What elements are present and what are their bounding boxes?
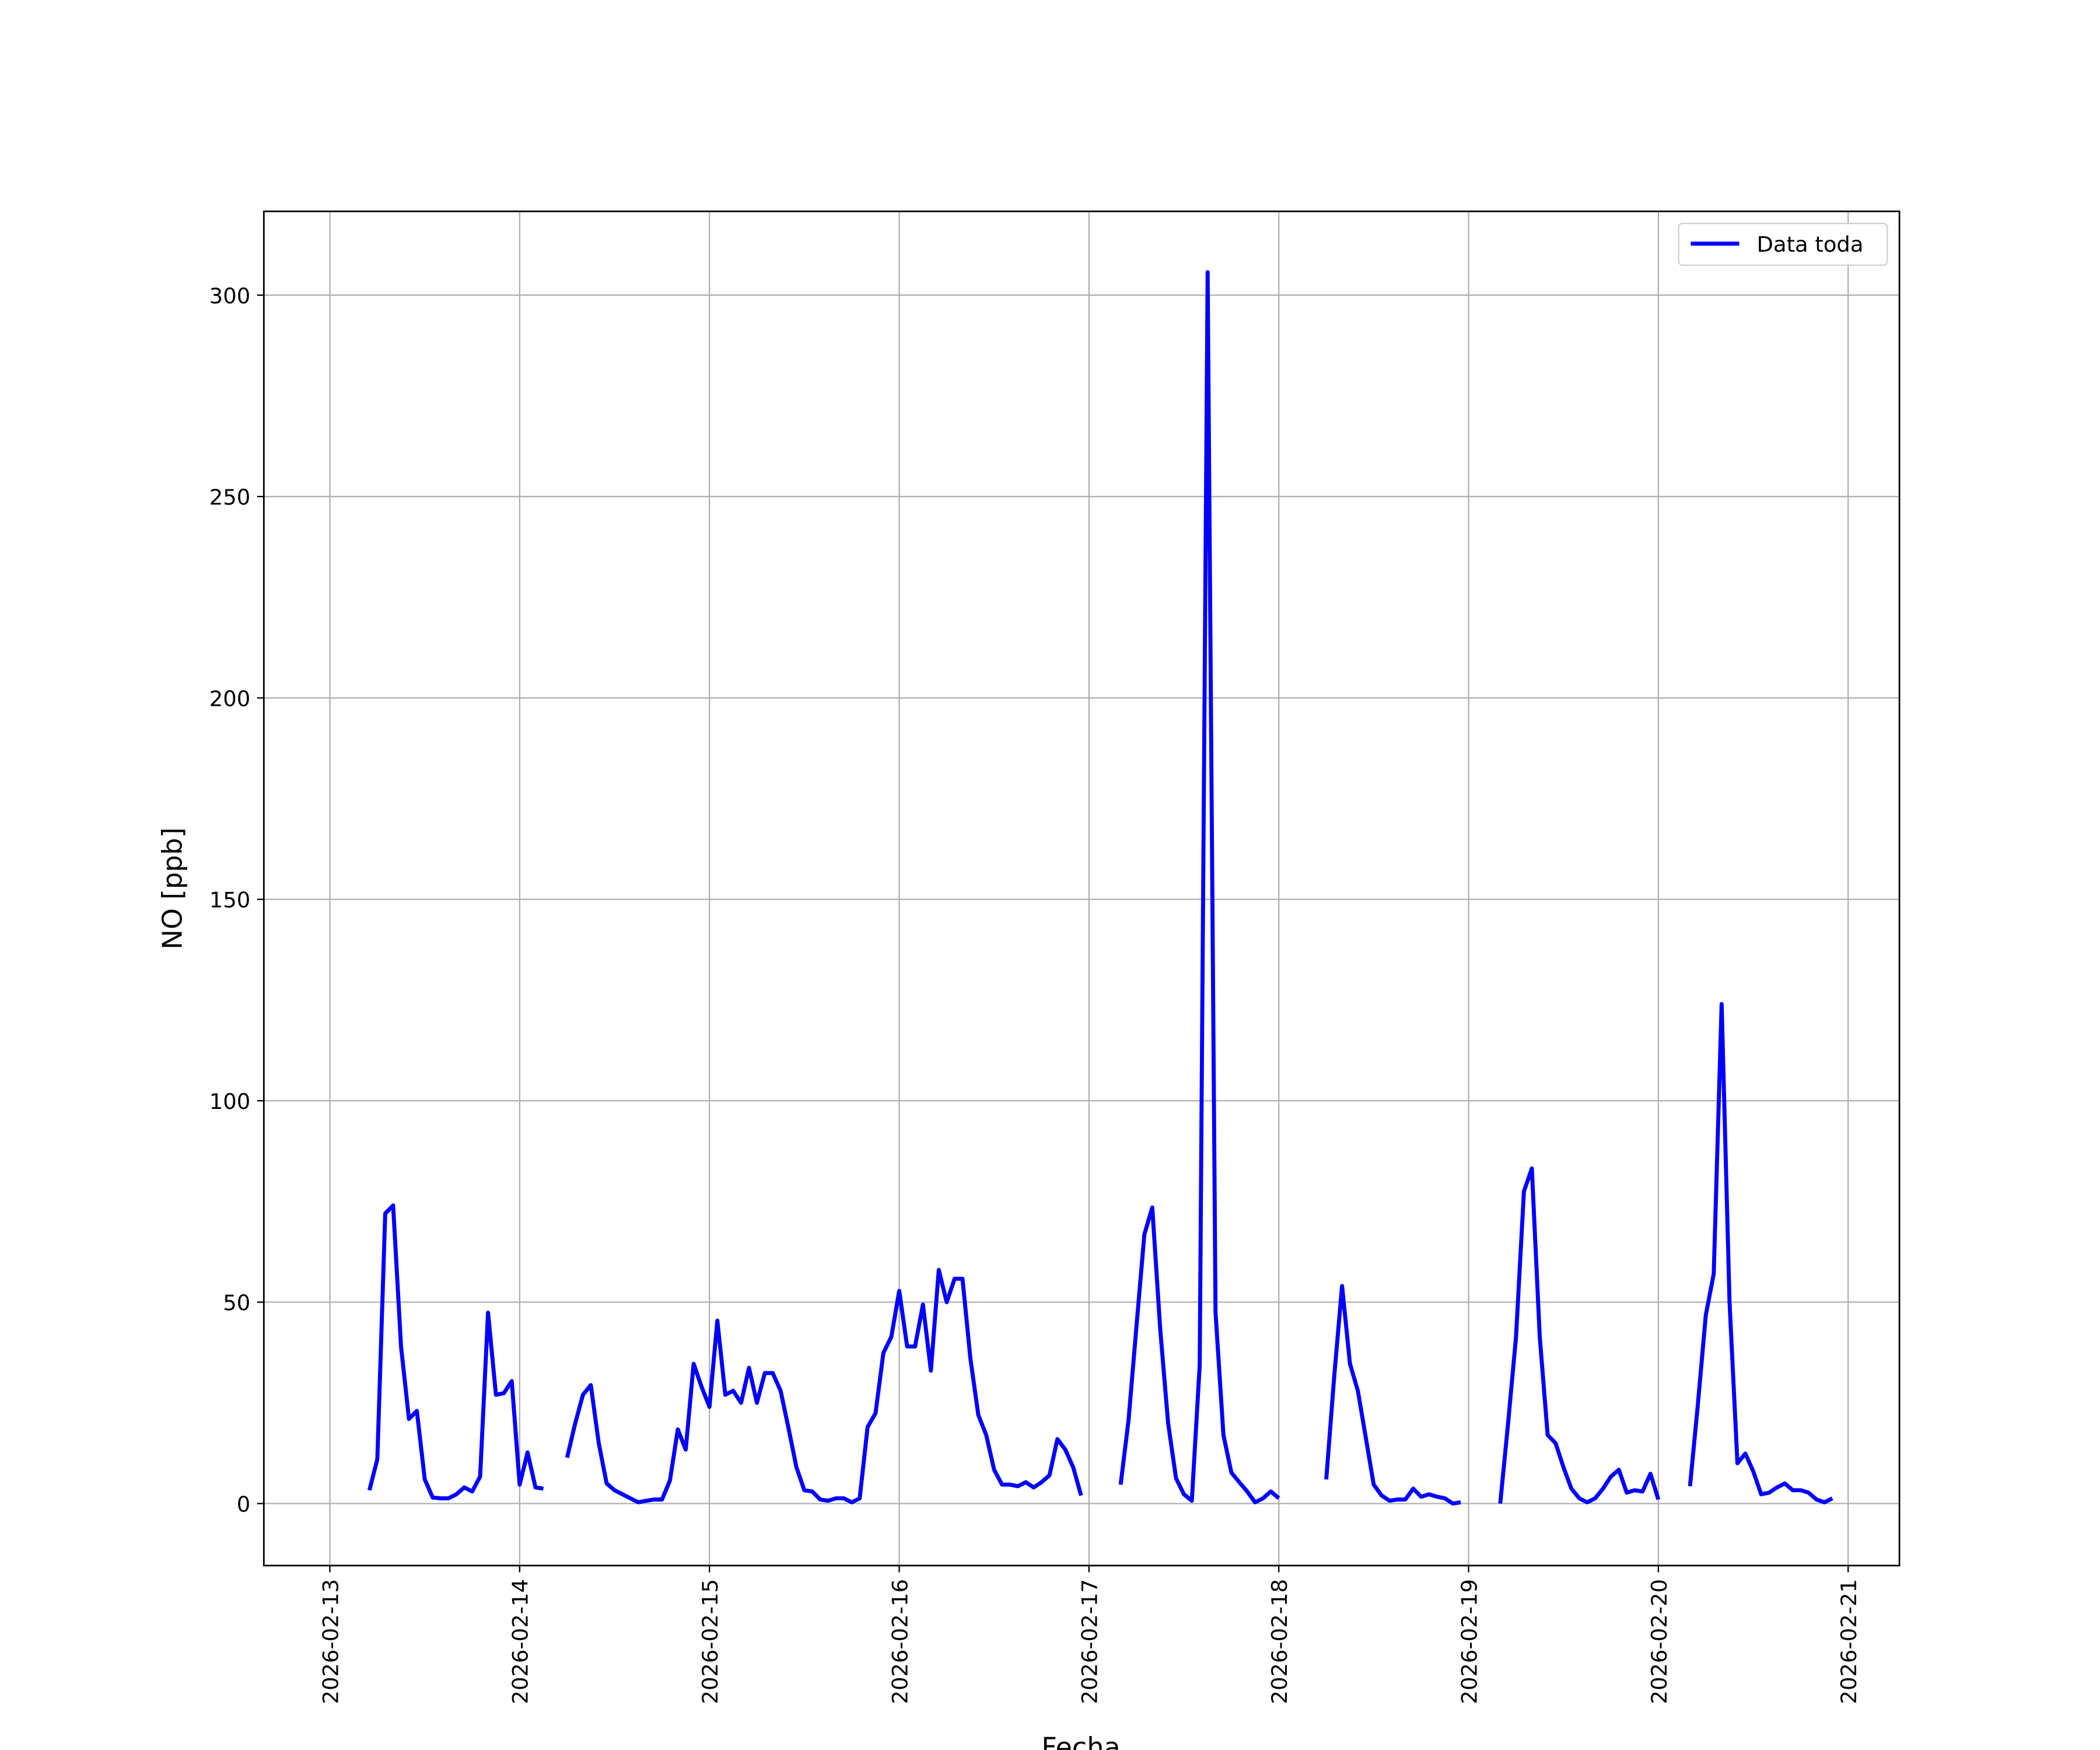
legend-label: Data toda [1757,232,1864,257]
x-tick-label: 2026-02-17 [1077,1579,1102,1704]
y-tick-label: 0 [237,1492,250,1517]
data-line [367,270,1833,1506]
y-tick-label: 200 [209,686,250,711]
x-tick-label: 2026-02-16 [887,1579,912,1704]
x-tick-label: 2026-02-18 [1267,1579,1292,1704]
legend-box [1678,222,1888,266]
y-tick-label: 250 [209,485,250,510]
y-tick-label: 300 [209,284,250,309]
x-tick-label: 2026-02-15 [698,1579,723,1704]
x-tick-label: 2026-02-20 [1647,1579,1672,1704]
x-axis-label: Fecha [1041,1732,1120,1750]
x-tick-label: 2026-02-14 [508,1579,533,1704]
y-axis-label: NO [ppb] [157,827,188,949]
x-tick-label: 2026-02-13 [318,1579,343,1704]
y-tick-label: 50 [223,1290,250,1315]
y-tick-label: 100 [209,1089,250,1114]
x-tick-label: 2026-02-19 [1457,1579,1482,1704]
plot-frame [262,210,1901,1567]
x-tick-label: 2026-02-21 [1836,1579,1861,1704]
y-tick-label: 150 [209,888,250,913]
